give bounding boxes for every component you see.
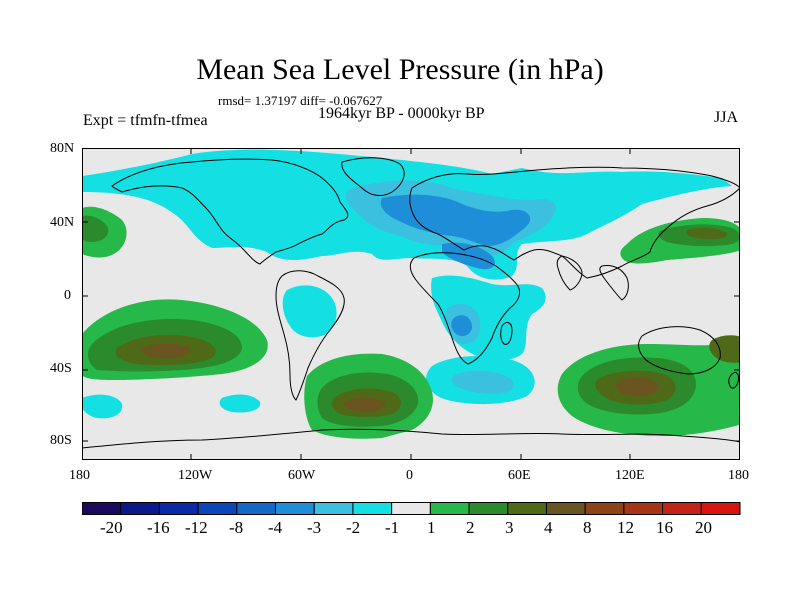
colorbar-swatch bbox=[82, 502, 122, 515]
period-label: 1964kyr BP - 0000kyr BP bbox=[318, 105, 485, 122]
coast-india bbox=[556, 255, 583, 291]
coast-africa bbox=[409, 252, 521, 365]
se-pacific-high-center bbox=[141, 343, 191, 358]
colorbar-swatch bbox=[313, 502, 354, 515]
season-label: JJA bbox=[714, 109, 739, 126]
lat-label-40s: 40S bbox=[50, 361, 72, 376]
colorbar-swatch bbox=[120, 502, 160, 515]
coast-eurasia bbox=[409, 166, 740, 279]
colorbar-label: -4 bbox=[268, 518, 283, 537]
lat-label-40n: 40N bbox=[50, 215, 75, 230]
south-atlantic-low-core bbox=[451, 370, 514, 394]
colorbar-label: -8 bbox=[229, 518, 244, 537]
pacific-cyan-patch bbox=[82, 394, 123, 419]
south-atlantic-high-center bbox=[343, 397, 385, 412]
lon-label-60w: 60W bbox=[288, 468, 316, 483]
sw-atlantic-cyan-patch bbox=[219, 394, 261, 413]
nw-pacific-high-center bbox=[686, 227, 728, 240]
pressure-map bbox=[82, 148, 740, 460]
colorbar-label: -20 bbox=[100, 518, 123, 537]
colorbar-swatch bbox=[662, 502, 702, 515]
lat-label-80n: 80N bbox=[50, 141, 75, 156]
colorbar-label: -3 bbox=[307, 518, 322, 537]
colorbar-swatch bbox=[584, 502, 625, 515]
coast-se-asia bbox=[599, 265, 629, 301]
colorbar-label: -2 bbox=[346, 518, 361, 537]
lon-label-60e: 60E bbox=[508, 468, 531, 483]
lat-label-80s: 80S bbox=[50, 433, 72, 448]
africa-low-deep bbox=[451, 315, 472, 336]
coast-south-america bbox=[275, 270, 345, 401]
colorbar-label: 2 bbox=[466, 518, 475, 537]
chart-title: Mean Sea Level Pressure (in hPa) bbox=[196, 53, 604, 86]
colorbar bbox=[82, 502, 741, 515]
east-edge-high-core bbox=[709, 335, 740, 363]
colorbar-label: 20 bbox=[695, 518, 712, 537]
nh-pacific-high-west-core bbox=[82, 215, 109, 242]
coast-new-zealand bbox=[728, 371, 739, 389]
colorbar-swatch bbox=[197, 502, 238, 515]
lon-label-120e: 120E bbox=[615, 468, 645, 483]
nh-low-deep bbox=[380, 194, 531, 246]
colorbar-swatch bbox=[700, 502, 741, 515]
colorbar-label: -12 bbox=[185, 518, 208, 537]
lat-label-0: 0 bbox=[64, 288, 71, 303]
colorbar-swatch bbox=[391, 502, 431, 515]
colorbar-swatch bbox=[507, 502, 547, 515]
anomaly-fields bbox=[82, 149, 740, 439]
experiment-label: Expt = tfmfn-tfmea bbox=[83, 112, 208, 129]
colorbar-swatch bbox=[275, 502, 315, 515]
colorbar-label: -16 bbox=[147, 518, 170, 537]
colorbar-label: -1 bbox=[385, 518, 400, 537]
colorbar-label: 16 bbox=[656, 518, 673, 537]
lon-label-180e: 180 bbox=[728, 468, 749, 483]
coast-antarctica bbox=[82, 428, 740, 449]
colorbar-swatch bbox=[545, 502, 586, 515]
colorbar-swatch bbox=[429, 502, 470, 515]
coast-greenland bbox=[341, 157, 405, 196]
colorbar-label: 12 bbox=[617, 518, 634, 537]
coast-north-america bbox=[111, 158, 349, 265]
stats-text: rmsd= 1.37197 diff= -0.067627 bbox=[218, 93, 383, 108]
colorbar-swatch bbox=[623, 502, 664, 515]
colorbar-label: 8 bbox=[583, 518, 592, 537]
colorbar-swatch bbox=[158, 502, 199, 515]
lon-label-0: 0 bbox=[406, 468, 413, 483]
colorbar-swatch bbox=[236, 502, 277, 515]
lon-label-120w: 120W bbox=[178, 468, 213, 483]
lon-label-180w: 180 bbox=[69, 468, 90, 483]
coastlines bbox=[82, 157, 740, 449]
colorbar-label: 4 bbox=[544, 518, 553, 537]
south-indian-high-center bbox=[615, 377, 659, 396]
south-america-low bbox=[282, 285, 337, 338]
coast-madagascar bbox=[500, 322, 513, 345]
coast-australia bbox=[638, 326, 721, 375]
map-frame bbox=[82, 148, 740, 460]
colorbar-swatch bbox=[468, 502, 509, 515]
colorbar-swatch bbox=[352, 502, 393, 515]
colorbar-label: 3 bbox=[505, 518, 514, 537]
colorbar-label: 1 bbox=[427, 518, 436, 537]
